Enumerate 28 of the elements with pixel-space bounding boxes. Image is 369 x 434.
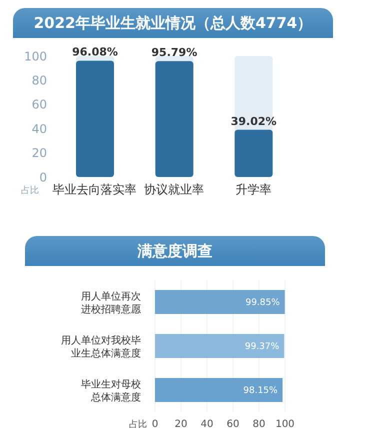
x-tick-label: 升学率	[235, 182, 272, 197]
data-label: 39.02%	[230, 114, 277, 128]
data-label: 96.08%	[72, 46, 118, 59]
y-tick-label: 20	[32, 146, 47, 160]
y-tick-label: 毕业生对母校总体满意度	[81, 378, 141, 404]
x-tick-label: 40	[200, 419, 214, 430]
y-tick-label: 100	[24, 49, 47, 64]
y-axis-title: 占比	[21, 184, 39, 197]
x-tick-label: 20	[174, 419, 188, 430]
data-label: 95.79%	[151, 46, 198, 60]
x-tick-label: 0	[152, 419, 158, 430]
chart-title: 2022年毕业生就业情况（总人数4774）	[13, 8, 333, 38]
x-tick-label: 60	[226, 419, 240, 430]
chart-title: 满意度调查	[25, 236, 325, 266]
y-tick-label: 40	[32, 122, 47, 136]
y-tick-label: 60	[32, 98, 47, 112]
x-axis-title: 占比	[129, 418, 147, 431]
data-label: 99.37%	[244, 342, 280, 352]
x-tick-label: 协议就业率	[144, 182, 204, 197]
y-tick-label: 0	[39, 170, 47, 184]
x-tick-label: 100	[275, 419, 295, 430]
y-tick-label: 80	[32, 73, 47, 88]
data-label: 99.85%	[245, 298, 280, 308]
y-tick-label: 用人单位再次进校招聘意愿	[81, 290, 141, 316]
x-tick-label: 毕业去向落实率	[52, 182, 137, 197]
data-label: 98.15%	[243, 386, 278, 396]
y-tick-label: 用人单位对我校毕业生总体满意度	[61, 334, 141, 360]
x-tick-label: 80	[252, 419, 266, 430]
